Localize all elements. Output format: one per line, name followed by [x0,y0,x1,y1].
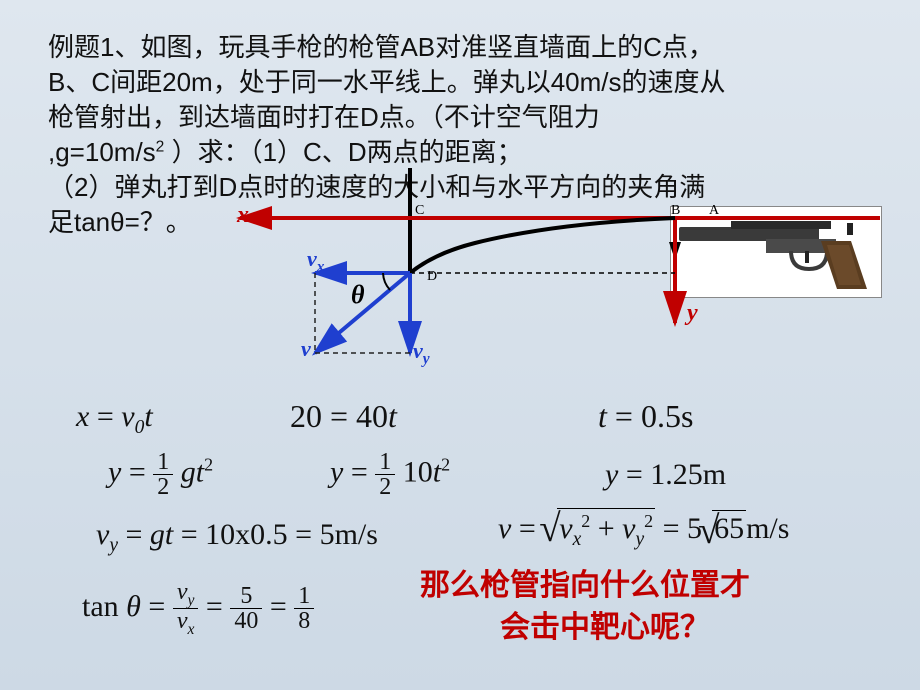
problem-line3: 枪管射出，到达墙面时打在D点。（不计空气阻力 [48,102,600,132]
x-label: x [237,202,249,229]
label-a: A [709,203,720,218]
problem-line6: 足tanθ=？。 [48,207,192,237]
eq-20-40t: 20 = 40t [290,398,397,435]
physics-slide: 例题1、如图，玩具手枪的枪管AB对准竖直墙面上的C点， B、C间距20m，处于同… [0,0,920,690]
label-d: D [427,269,437,284]
theta-arc [383,273,390,290]
eq-vy: vy = gt = 10x0.5 = 5m/s [96,518,378,557]
eq-t-05: t = 0.5s [598,398,693,435]
vx-label: vx [307,246,324,276]
red-question: 那么枪管指向什么位置才 会击中靶心呢？ [420,565,750,649]
problem-line4a: ,g=10m/s [48,137,156,167]
trajectory [410,218,675,273]
eq-y-half-gt2: y = 12 gt2 [108,450,213,499]
redq-line1: 那么枪管指向什么位置才 [420,569,750,602]
projectile-diagram: C B A D x y vx vy v θ [255,188,895,358]
y-label: y [687,300,698,327]
v-label: v [301,336,311,362]
eq-x-v0t: x = v0t [76,400,153,439]
redq-line2: 会击中靶心呢？ [420,607,710,649]
eq-tan-theta: tan θ = vyvx = 540 = 18 [82,580,314,638]
label-c: C [415,203,424,218]
problem-line1: 例题1、如图，玩具手枪的枪管AB对准竖直墙面上的C点， [48,32,714,62]
problem-line4b: ）求：（1）C、D两点的距离； [164,137,522,167]
eq-v-sqrt: v = vx2 + vy2 = 565m/s [498,508,789,551]
problem-line2: B、C间距20m，处于同一水平线上。弹丸以40m/s的速度从 [48,67,726,97]
eq-y-125: y = 1.25m [605,458,726,492]
vy-label: vy [413,338,430,368]
theta-label: θ [351,280,365,310]
eq-y-half-10t2: y = 12 10t2 [330,450,450,499]
label-b: B [671,203,680,218]
